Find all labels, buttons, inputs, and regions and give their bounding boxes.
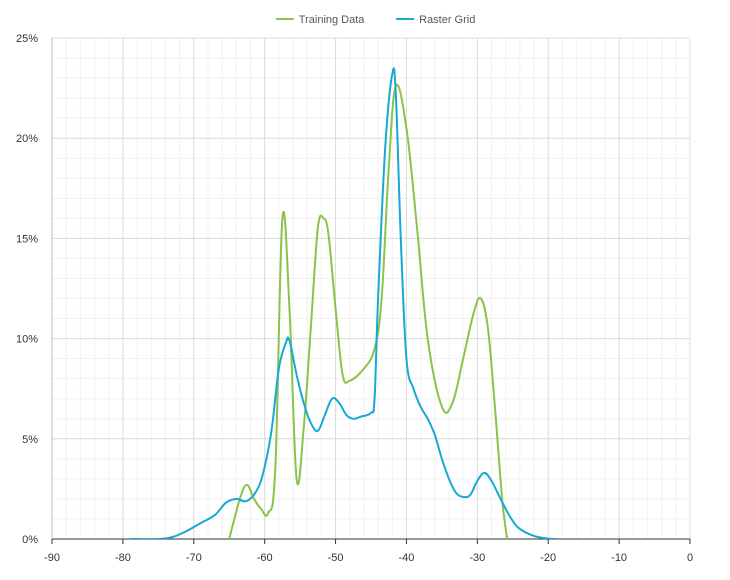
x-tick-label: -40	[398, 552, 414, 564]
legend-label: Raster Grid	[419, 14, 475, 26]
x-tick-label: 0	[687, 552, 693, 564]
legend-item-0: Training Data	[275, 14, 366, 26]
x-tick-label: -70	[186, 552, 202, 564]
y-tick-label: 5%	[22, 434, 38, 446]
x-tick-label: -30	[469, 552, 485, 564]
grid	[51, 37, 691, 540]
x-tick-label: -10	[611, 552, 627, 564]
y-tick-label: 10%	[16, 334, 38, 346]
legend-label: Training Data	[299, 14, 366, 26]
y-tick-label: 0%	[22, 534, 38, 546]
y-tick-label: 15%	[16, 233, 38, 245]
legend-item-1: Raster Grid	[396, 14, 475, 26]
x-tick-label: -50	[328, 552, 344, 564]
series-line-0	[228, 83, 509, 539]
series-line-1	[128, 67, 557, 539]
legend: Training Data Raster Grid	[275, 14, 475, 26]
x-tick-label: -20	[540, 552, 556, 564]
x-tick-label: -80	[115, 552, 131, 564]
y-tick-label: 20%	[16, 133, 38, 145]
x-tick-label: -90	[44, 552, 60, 564]
y-tick-label: 25%	[16, 33, 38, 45]
x-tick-label: -60	[257, 552, 273, 564]
series-lines	[128, 67, 557, 539]
